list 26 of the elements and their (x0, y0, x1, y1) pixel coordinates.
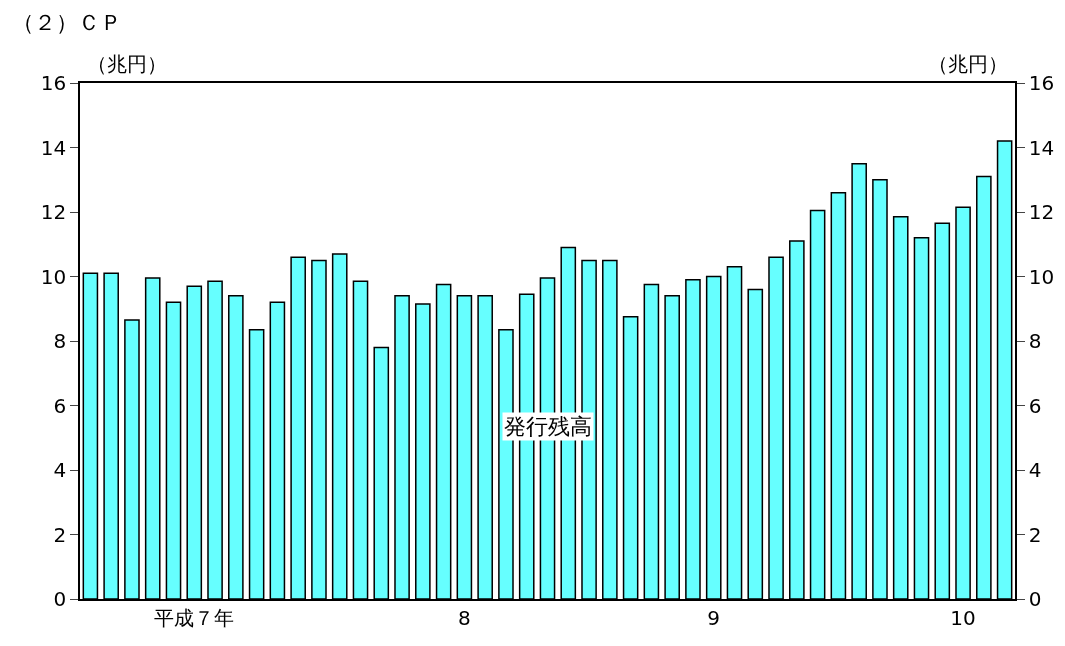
y2-tick-label: 8 (1028, 329, 1042, 353)
chart-title: （２）ＣＰ (12, 10, 122, 35)
y2-tick-label: 4 (1028, 458, 1042, 482)
y-tick-label: 10 (40, 264, 67, 289)
x-tick-label: 平成７年 (154, 605, 235, 630)
x-tick-label: 10 (950, 605, 976, 630)
x-tick-label: 8 (458, 605, 471, 630)
y-tick-label: 2 (53, 522, 67, 547)
y2-tick-label: 16 (1028, 71, 1055, 95)
annotation: 発行残高 (504, 414, 592, 439)
y-tick-label: 12 (40, 200, 67, 224)
y-axis-title: （兆円） (87, 52, 167, 76)
y-tick-label: 6 (53, 393, 67, 418)
y2-tick-label: 12 (1028, 200, 1055, 224)
y2-tick-label: 2 (1028, 522, 1042, 547)
y-tick-label: 0 (53, 587, 67, 611)
y2-tick-label: 6 (1028, 393, 1042, 418)
x-tick-label: 9 (707, 605, 721, 630)
y-tick-label: 16 (40, 71, 67, 95)
y2-axis-title: （兆円） (928, 52, 1008, 76)
y-tick-label: 14 (40, 135, 67, 160)
y2-tick-label: 10 (1028, 264, 1055, 289)
y-tick-label: 8 (53, 329, 67, 353)
y2-tick-label: 0 (1028, 587, 1042, 611)
y2-tick-label: 14 (1028, 135, 1055, 160)
y-tick-label: 4 (53, 458, 67, 482)
